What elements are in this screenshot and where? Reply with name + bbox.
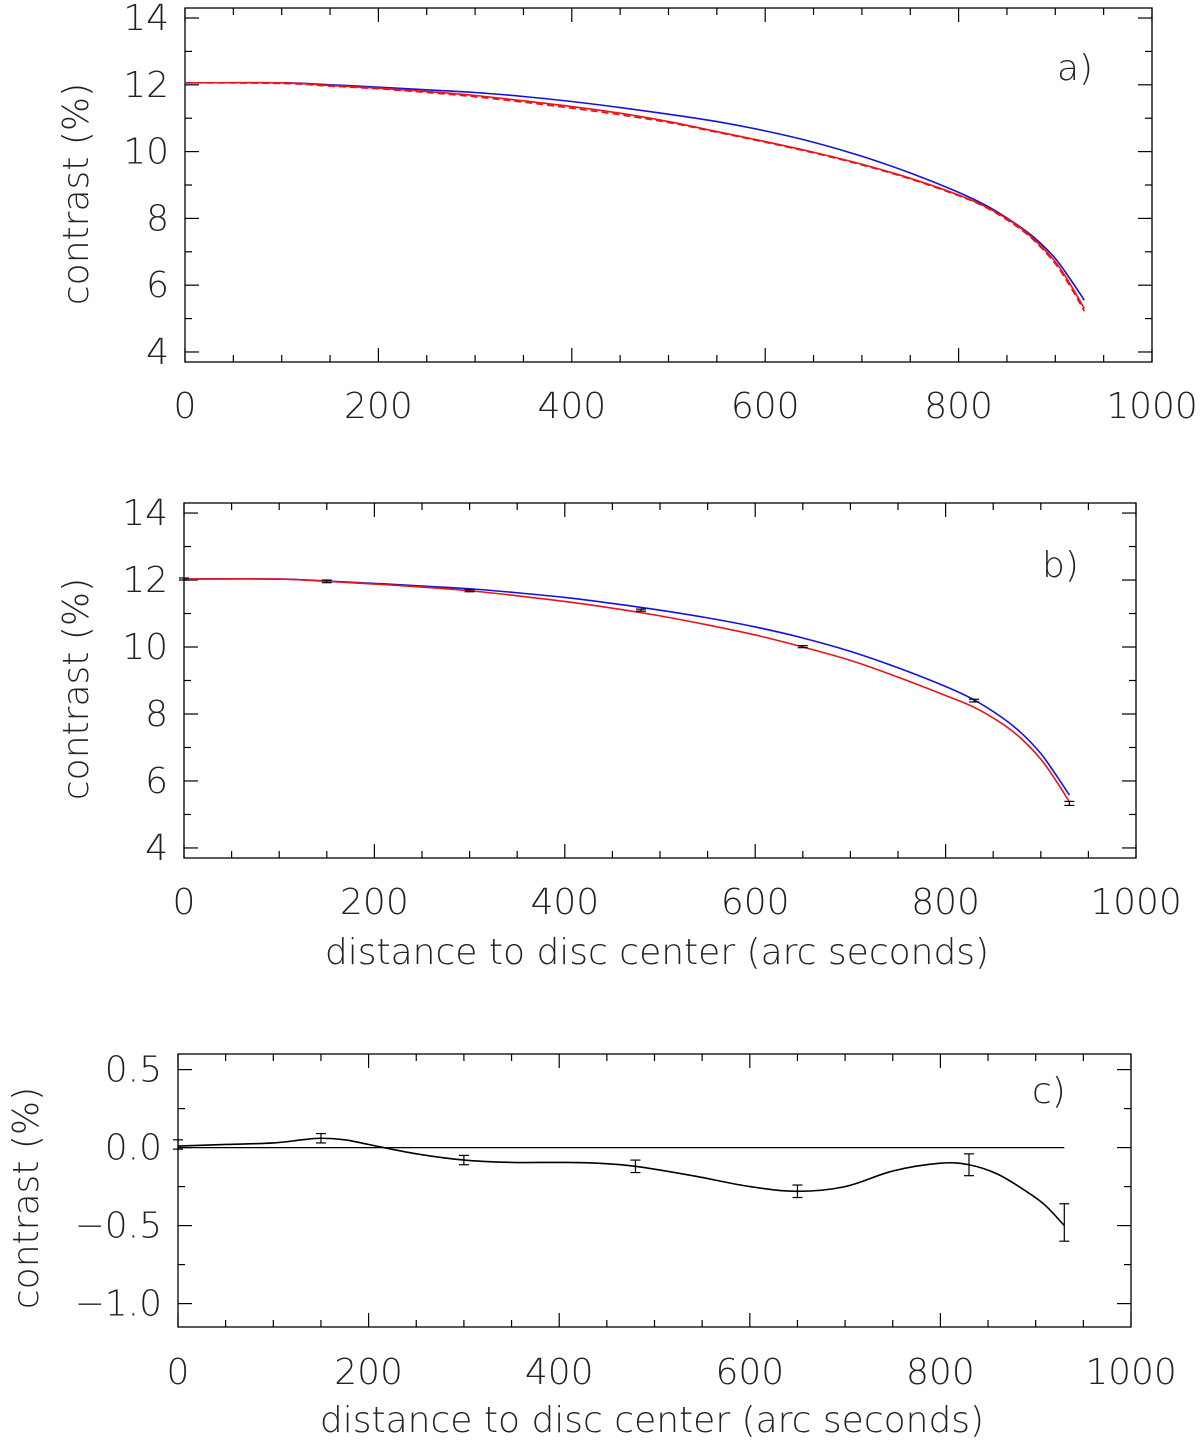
x-tick-label-a: 0 <box>174 386 197 427</box>
x-tick-label-c: 200 <box>334 1352 403 1393</box>
y-tick-label-b: 10 <box>122 627 168 668</box>
x-tick-label-a: 600 <box>731 386 800 427</box>
x-tick-label-b: 0 <box>173 882 196 923</box>
plot-area-a: 0 200 400 600 800 1000 4 6 8 10 12 14 <box>123 0 1198 427</box>
error-bar-c <box>630 1159 641 1174</box>
y-tick-label-a: 4 <box>146 332 169 373</box>
panel-label-b: b) <box>1042 545 1079 586</box>
error-bar-c <box>792 1184 803 1199</box>
x-tick-label-c: 600 <box>715 1352 784 1393</box>
y-tick-label-a: 14 <box>123 0 169 39</box>
x-axis-label-b: distance to disc center (arc seconds) <box>325 932 989 973</box>
error-bar-c <box>963 1153 974 1177</box>
x-tick-label-c: 0 <box>167 1352 190 1393</box>
plot-frame-a <box>184 7 1153 363</box>
series-line-b-1 <box>183 578 1071 796</box>
series-line-a-3 <box>184 82 1086 312</box>
series-line-b-2 <box>183 578 1071 803</box>
x-tick-label-b: 600 <box>721 882 790 923</box>
panel-label-c: c) <box>1032 1071 1066 1112</box>
error-bar-b <box>179 577 189 581</box>
x-tick-label-a: 1000 <box>1106 386 1198 427</box>
x-tick-label-a: 800 <box>924 386 993 427</box>
plot-area-b: 0 200 400 600 800 1000 4 6 8 10 12 14 <box>122 493 1182 923</box>
x-tick-label-b: 800 <box>911 882 980 923</box>
x-tick-label-a: 200 <box>344 386 413 427</box>
error-bar-b <box>797 645 808 649</box>
panel-c: 0 200 400 600 800 1000 0.5 0.0 −0.5 −1.0 c) contr… <box>6 1050 1177 1441</box>
y-axis-label-b: contrast (%) <box>56 578 97 800</box>
y-tick-label-a: 8 <box>146 198 169 239</box>
plot-area-c: 0 200 400 600 800 1000 0.5 0.0 −0.5 −1.0 <box>75 1050 1177 1393</box>
y-tick-label-b: 4 <box>145 828 168 869</box>
y-tick-label-c: −1.0 <box>75 1284 162 1325</box>
plot-frame-c <box>177 1053 1132 1328</box>
y-tick-label-b: 8 <box>145 694 168 735</box>
y-tick-label-a: 6 <box>146 265 169 306</box>
x-axis-label-c: distance to disc center (arc seconds) <box>320 1400 984 1441</box>
x-tick-label-a: 400 <box>537 386 606 427</box>
error-bar-c <box>458 1154 469 1166</box>
error-bar-b <box>321 579 332 584</box>
x-tick-label-b: 1000 <box>1090 882 1182 923</box>
panel-a: 0 200 400 600 800 1000 4 6 8 10 12 14 a) contrast (… <box>56 0 1198 427</box>
x-tick-label-c: 400 <box>525 1352 594 1393</box>
series-line-c-1 <box>177 1137 1065 1227</box>
error-bar-c <box>173 1139 183 1150</box>
y-axis-label-c: contrast (%) <box>6 1087 47 1309</box>
y-tick-label-b: 6 <box>145 761 168 802</box>
y-tick-label-b: 14 <box>122 493 168 534</box>
x-tick-label-c: 800 <box>906 1352 975 1393</box>
error-bar-b <box>464 589 475 593</box>
error-bar-c <box>1059 1203 1070 1242</box>
y-tick-label-a: 12 <box>123 65 169 106</box>
y-tick-label-b: 12 <box>122 560 168 601</box>
y-tick-label-c: −0.5 <box>75 1206 162 1247</box>
error-bar-b <box>1064 800 1075 807</box>
x-tick-label-c: 1000 <box>1085 1352 1177 1393</box>
y-tick-label-c: 0.0 <box>105 1128 162 1169</box>
error-bar-b <box>635 608 646 612</box>
y-tick-label-a: 10 <box>123 132 169 173</box>
error-bar-c <box>315 1132 326 1144</box>
plot-frame-b <box>183 502 1137 859</box>
y-axis-label-a: contrast (%) <box>56 83 97 305</box>
x-tick-label-b: 200 <box>340 882 409 923</box>
series-line-a-1 <box>184 81 1085 301</box>
y-tick-label-c: 0.5 <box>105 1050 162 1091</box>
panel-label-a: a) <box>1057 48 1093 89</box>
panel-b: 0 200 400 600 800 1000 4 6 8 10 12 14 b) contrast (… <box>56 493 1182 973</box>
x-tick-label-b: 400 <box>530 882 599 923</box>
error-bar-b <box>969 698 980 703</box>
